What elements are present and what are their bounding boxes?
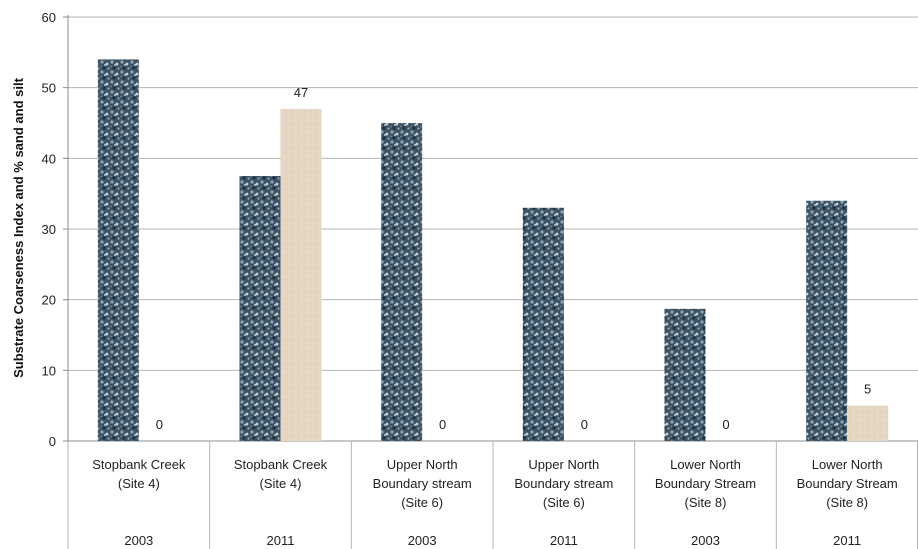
- data-label: 0: [581, 417, 588, 432]
- x-category-label: (Site 6): [401, 495, 443, 510]
- bar-series-1: [381, 123, 423, 441]
- bar-series-1: [522, 207, 564, 441]
- data-label: 5: [864, 382, 871, 397]
- labels: 0 Stopbank Creek (Site 4) 2003 47 Stopbank Cr…: [92, 85, 898, 548]
- bar-series-2: [280, 108, 322, 441]
- gridlines: [68, 16, 918, 371]
- data-label: 0: [156, 417, 163, 432]
- bars: [97, 59, 889, 442]
- x-category-label: Upper North: [528, 457, 599, 472]
- y-tick-label: 40: [42, 151, 56, 166]
- x-category-label: Lower North: [812, 457, 883, 472]
- x-category-label: (Site 8): [826, 495, 868, 510]
- y-tick-label: 30: [42, 222, 56, 237]
- bar-series-1: [239, 176, 281, 441]
- x-year-label: 2011: [833, 533, 861, 548]
- x-category-label: Stopbank Creek: [92, 457, 186, 472]
- data-label: 47: [294, 85, 308, 100]
- x-category-label: (Site 8): [685, 495, 727, 510]
- data-label: 0: [722, 417, 729, 432]
- y-axis-label: Substrate Coarseness Index and % sand an…: [11, 77, 26, 377]
- y-tick-label: 10: [42, 363, 56, 378]
- x-category-label: Boundary Stream: [797, 476, 898, 491]
- x-year-label: 2011: [550, 533, 578, 548]
- x-category-label: Upper North: [387, 457, 458, 472]
- x-year-label: 2003: [124, 533, 153, 548]
- x-category-label: Boundary stream: [514, 476, 613, 491]
- x-category-label: Boundary Stream: [655, 476, 756, 491]
- x-year-label: 2003: [691, 533, 720, 548]
- x-category-label: Stopbank Creek: [234, 457, 328, 472]
- x-category-label: (Site 4): [260, 476, 302, 491]
- y-tick-label: 20: [42, 293, 56, 308]
- bar-series-2: [847, 405, 889, 441]
- x-category-label: (Site 6): [543, 495, 585, 510]
- y-tick-label: 0: [49, 434, 56, 449]
- bar-series-1: [97, 59, 139, 442]
- y-tick-label: 60: [42, 10, 56, 25]
- bar-series-1: [664, 308, 706, 441]
- x-year-label: 2003: [408, 533, 437, 548]
- x-year-label: 2011: [267, 533, 295, 548]
- y-tick-label: 50: [42, 81, 56, 96]
- x-category-label: (Site 4): [118, 476, 160, 491]
- bar-series-1: [806, 200, 848, 441]
- x-category-label: Lower North: [670, 457, 741, 472]
- data-label: 0: [439, 417, 446, 432]
- x-category-label: Boundary stream: [373, 476, 472, 491]
